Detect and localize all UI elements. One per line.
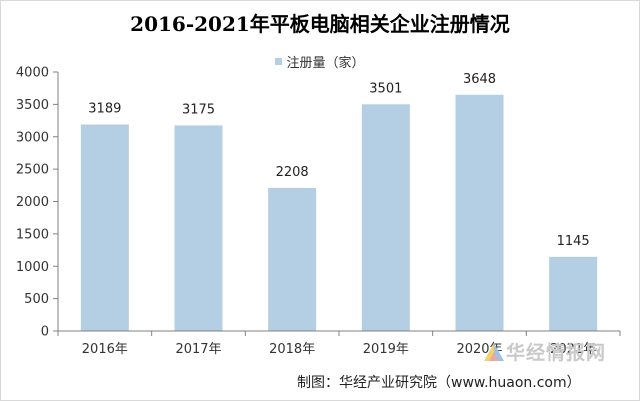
- data-label: 2208: [276, 165, 309, 180]
- y-tick-label: 1000: [16, 260, 49, 275]
- bar: [174, 125, 223, 331]
- y-tick-label: 4000: [16, 66, 49, 81]
- watermark-text: 华经情报网: [506, 342, 607, 364]
- data-label: 3501: [369, 81, 402, 96]
- bar: [268, 188, 317, 331]
- bar: [455, 94, 504, 332]
- y-tick-label: 1500: [16, 227, 49, 242]
- y-tick-label: 500: [24, 292, 49, 307]
- y-axis: 0 500 1000 1500 2000 2500 3000 3500 4000: [16, 66, 59, 340]
- huajing-logo-icon: [484, 342, 504, 361]
- data-label: 3175: [182, 102, 215, 117]
- x-tick-label: 2021年: [550, 342, 596, 357]
- y-tick-label: 0: [41, 325, 49, 340]
- bars: [80, 94, 598, 332]
- legend-swatch: [275, 58, 283, 65]
- y-tick-label: 2000: [16, 195, 49, 210]
- x-tick-label: 2016年: [82, 342, 128, 357]
- x-tick-label: 2017年: [175, 342, 221, 357]
- x-tick-label: 2018年: [269, 342, 315, 357]
- watermark: 华经情报网: [482, 338, 606, 364]
- legend: 注册量（家）: [0, 52, 640, 71]
- y-tick-label: 3000: [16, 130, 49, 145]
- x-tick-label: 2019年: [363, 342, 409, 357]
- bar: [80, 124, 129, 331]
- data-label: 3189: [88, 102, 121, 117]
- data-labels: 3189 3175 2208 3501 3648 1145: [88, 72, 589, 249]
- y-tick-label: 3500: [16, 98, 49, 113]
- bar: [361, 104, 410, 332]
- data-label: 3648: [463, 72, 496, 87]
- chart-title: 2016-2021年平板电脑相关企业注册情况: [130, 12, 510, 36]
- data-label: 1145: [557, 234, 590, 249]
- legend-label: 注册量（家）: [286, 56, 365, 71]
- bar: [549, 256, 598, 331]
- chart-credit: 制图：华经产业研究院（www.huaon.com）: [297, 375, 581, 391]
- y-tick-label: 2500: [16, 163, 49, 178]
